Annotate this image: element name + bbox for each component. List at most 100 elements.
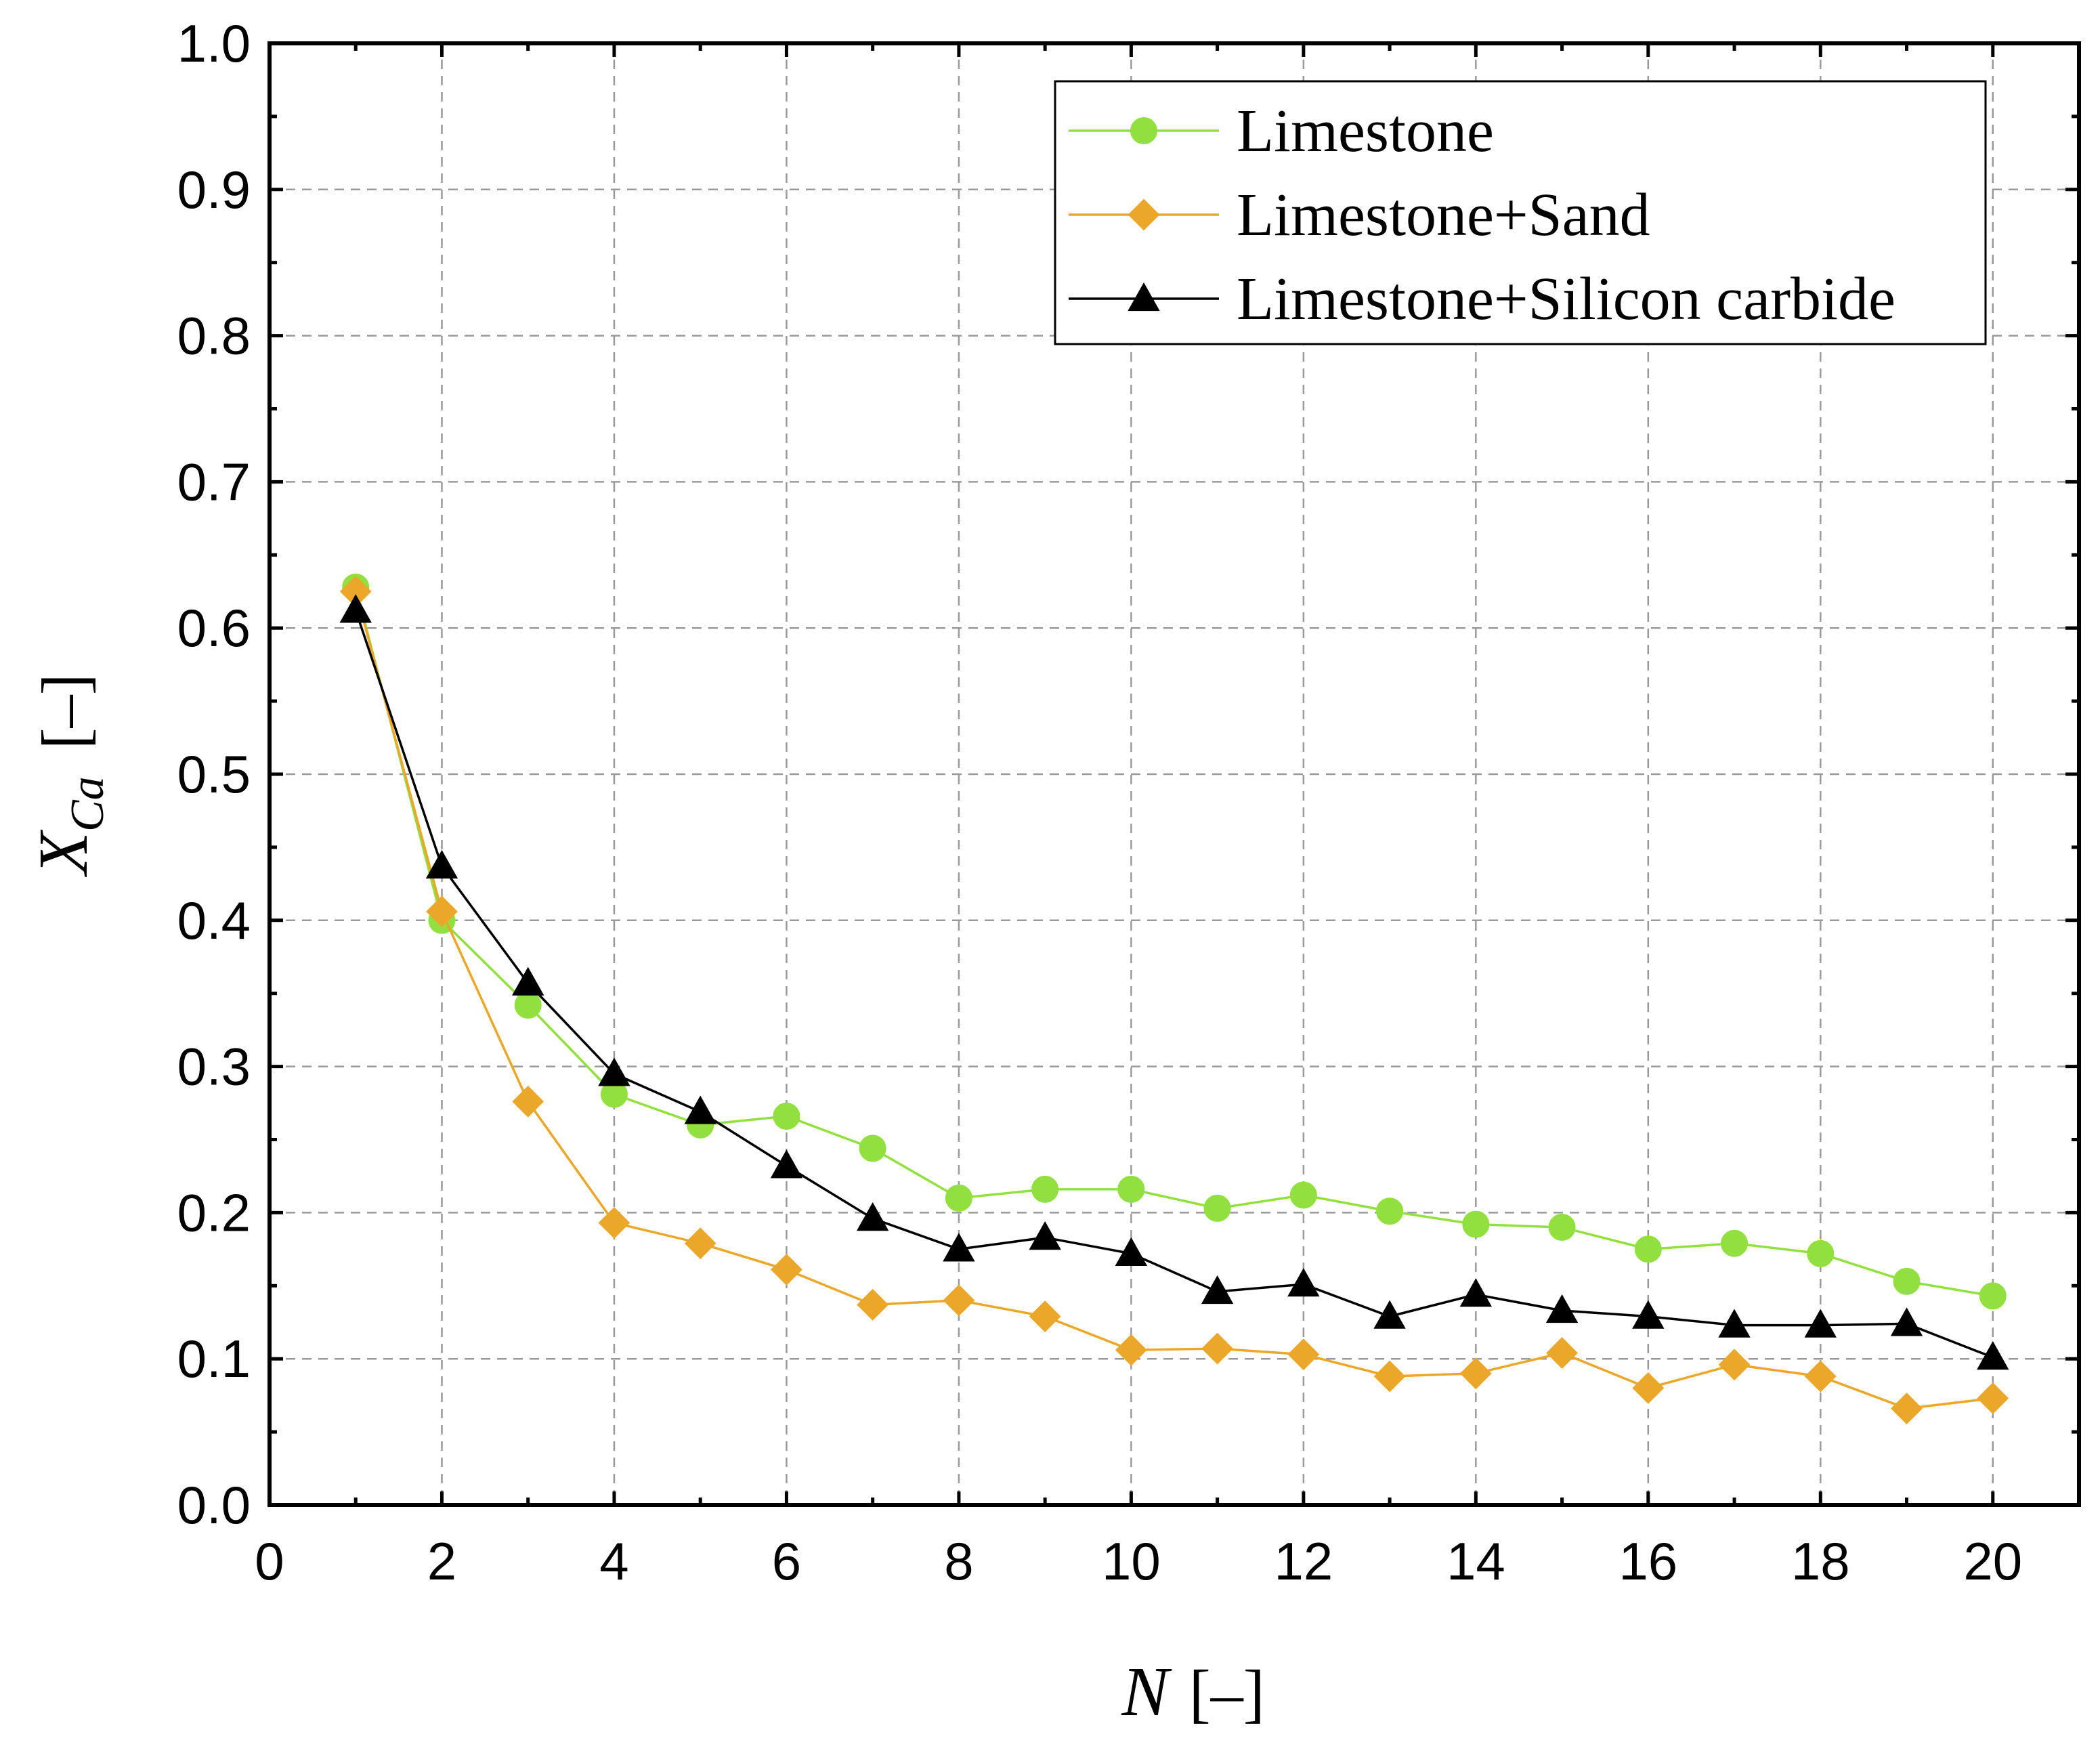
legend-entry: Limestone+Silicon carbide bbox=[1069, 266, 1895, 333]
data-point bbox=[1545, 1294, 1579, 1323]
x-tick-label: 4 bbox=[599, 1531, 628, 1591]
data-point bbox=[1289, 1181, 1317, 1209]
y-tick-label: 1.0 bbox=[177, 14, 251, 73]
data-point bbox=[1459, 1278, 1493, 1307]
data-point bbox=[859, 1134, 886, 1162]
data-point bbox=[1201, 1275, 1234, 1304]
y-tick-label: 0.3 bbox=[177, 1037, 251, 1097]
y-tick-label: 0.6 bbox=[177, 598, 251, 658]
data-point bbox=[339, 594, 372, 623]
data-point bbox=[1632, 1300, 1665, 1329]
data-point bbox=[771, 1254, 802, 1286]
data-point bbox=[1804, 1309, 1837, 1338]
data-point bbox=[1632, 1372, 1665, 1404]
data-point bbox=[1115, 1237, 1148, 1266]
data-point bbox=[1031, 1175, 1059, 1203]
legend-label: Limestone+Silicon carbide bbox=[1237, 266, 1895, 333]
legend: Limestone Limestone+Sand Limestone+Silicon… bbox=[1054, 80, 1987, 345]
data-point bbox=[512, 967, 544, 996]
series-line bbox=[354, 587, 1994, 1298]
data-point bbox=[1462, 1210, 1490, 1238]
data-point bbox=[1807, 1239, 1835, 1267]
data-point bbox=[773, 1102, 800, 1130]
data-point bbox=[1721, 1229, 1749, 1257]
data-point bbox=[684, 1227, 716, 1260]
data-point bbox=[1718, 1349, 1751, 1381]
x-tick-label: 14 bbox=[1447, 1531, 1505, 1591]
data-point bbox=[943, 1233, 975, 1262]
data-point bbox=[1548, 1213, 1576, 1241]
legend-entry: Limestone bbox=[1069, 98, 1494, 165]
legend-label: Limestone bbox=[1237, 98, 1494, 165]
x-tick-label: 10 bbox=[1102, 1531, 1161, 1591]
y-tick-label: 0.7 bbox=[177, 452, 251, 511]
data-point bbox=[770, 1149, 803, 1179]
data-point bbox=[1546, 1337, 1578, 1369]
data-point bbox=[512, 1085, 544, 1118]
y-tick-label: 0.4 bbox=[177, 891, 251, 950]
data-point bbox=[1459, 1357, 1492, 1390]
legend-box bbox=[1054, 80, 1987, 345]
data-point bbox=[425, 849, 458, 879]
data-point bbox=[1804, 1360, 1837, 1393]
legend-label: Limestone+Sand bbox=[1237, 182, 1650, 249]
data-point bbox=[1979, 1282, 2007, 1310]
data-point bbox=[1287, 1268, 1320, 1297]
legend-entry: Limestone+Sand bbox=[1069, 182, 1650, 249]
x-tick-label: 6 bbox=[772, 1531, 801, 1591]
data-point bbox=[1376, 1197, 1404, 1225]
data-point bbox=[514, 991, 542, 1019]
data-point bbox=[1373, 1360, 1406, 1393]
y-tick-labels: 0.0 0.1 0.2 0.3 0.4 0.5 0.6 0.7 0.8 0.9 1.0 bbox=[177, 14, 251, 1535]
y-tick-label: 0.1 bbox=[177, 1329, 251, 1388]
series-line bbox=[354, 610, 1994, 1359]
data-point bbox=[1891, 1393, 1923, 1424]
x-tick-label: 0 bbox=[255, 1531, 284, 1591]
series-limestone bbox=[342, 573, 2007, 1310]
y-axis-title: XCa[–] bbox=[24, 673, 114, 877]
data-point bbox=[598, 1207, 630, 1239]
series-line bbox=[354, 591, 1993, 1410]
legend-marker bbox=[1130, 117, 1157, 144]
x-tick-label: 20 bbox=[1963, 1531, 2022, 1591]
x-tick-label: 12 bbox=[1274, 1531, 1333, 1591]
data-point bbox=[857, 1288, 889, 1321]
x-tick-labels: 0 2 4 6 8 10 12 14 16 18 20 bbox=[255, 1531, 2022, 1591]
x-tick-label: 8 bbox=[944, 1531, 973, 1591]
data-point bbox=[1977, 1382, 2009, 1414]
x-axis-title: N [–] bbox=[1121, 1653, 1264, 1731]
data-point bbox=[1115, 1334, 1147, 1366]
data-point bbox=[1029, 1221, 1061, 1250]
grid bbox=[270, 43, 2079, 1505]
axis-ticks bbox=[267, 41, 2079, 1507]
data-point bbox=[1117, 1175, 1145, 1203]
x-tick-label: 16 bbox=[1619, 1531, 1677, 1591]
plot-series bbox=[339, 573, 2009, 1424]
y-tick-label: 0.8 bbox=[177, 306, 251, 366]
x-tick-label: 18 bbox=[1791, 1531, 1850, 1591]
data-point bbox=[1373, 1300, 1406, 1329]
data-point bbox=[1203, 1194, 1231, 1222]
data-point bbox=[945, 1184, 972, 1212]
legend-marker bbox=[1128, 282, 1160, 312]
series-limestone-sand bbox=[339, 575, 2009, 1424]
data-point bbox=[426, 895, 458, 928]
data-point bbox=[1893, 1267, 1921, 1295]
y-tick-label: 0.9 bbox=[177, 160, 251, 219]
data-point bbox=[856, 1202, 889, 1231]
data-point bbox=[1201, 1332, 1234, 1365]
x-tick-label: 2 bbox=[427, 1531, 456, 1591]
data-point bbox=[684, 1095, 716, 1124]
y-tick-label: 0.2 bbox=[177, 1183, 251, 1242]
data-point bbox=[598, 1057, 630, 1086]
data-point bbox=[1718, 1309, 1751, 1338]
series-limestone-silicon-carbide bbox=[339, 594, 2009, 1370]
data-point bbox=[1029, 1300, 1061, 1333]
data-point bbox=[1977, 1341, 2009, 1370]
data-point bbox=[1287, 1338, 1320, 1371]
data-point bbox=[1634, 1235, 1662, 1263]
y-tick-label: 0.5 bbox=[177, 744, 251, 804]
y-tick-label: 0.0 bbox=[177, 1475, 251, 1535]
data-point bbox=[943, 1284, 975, 1317]
